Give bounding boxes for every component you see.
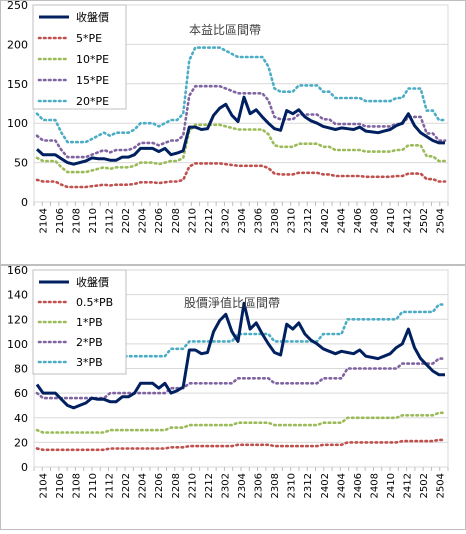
pb-x-tick-label: 2302 bbox=[220, 473, 231, 498]
pe-legend-label-4: 20*PE bbox=[76, 95, 109, 108]
pe-series-line-2 bbox=[35, 123, 447, 174]
pe-legend-label-0: 收盤價 bbox=[76, 10, 109, 24]
pb-series-line-1 bbox=[35, 438, 447, 452]
pe-x-tick-label: 2504 bbox=[436, 208, 447, 233]
pb-x-tick-label: 2404 bbox=[336, 473, 347, 498]
pb-legend-label-0: 收盤價 bbox=[76, 275, 109, 289]
pe-y-tick-label: 200 bbox=[7, 38, 28, 51]
pb-band-chart-svg: 0 20 40 60 80 100 120 140 160 2104 2106 2108 2110 211… bbox=[0, 264, 466, 530]
pb-y-tick-label: 40 bbox=[14, 412, 28, 425]
pb-x-tick-label: 2104 bbox=[38, 473, 49, 498]
pb-series-line-0 bbox=[35, 301, 445, 410]
pe-series-line-4 bbox=[35, 46, 447, 144]
pe-x-tick-label: 2408 bbox=[369, 208, 380, 233]
pe-x-tick-label: 2108 bbox=[71, 208, 82, 233]
pe-x-tick-label: 2210 bbox=[187, 208, 198, 233]
pe-y-tick-label: 0 bbox=[21, 196, 28, 209]
pb-x-tick-label: 2310 bbox=[287, 473, 298, 498]
pe-x-tick-label: 2112 bbox=[105, 208, 116, 233]
pe-x-tick-label: 2404 bbox=[336, 208, 347, 233]
pe-x-tick-label: 2406 bbox=[353, 208, 364, 233]
pb-legend-label-4: 3*PB bbox=[76, 356, 103, 369]
pb-x-tick-label: 2206 bbox=[154, 473, 165, 498]
pb-x-tick-label: 2408 bbox=[369, 473, 380, 498]
pb-y-tick-label: 60 bbox=[14, 387, 28, 400]
pb-chart-title: 股價淨值比區間帶 bbox=[184, 295, 280, 310]
pe-legend-label-2: 10*PE bbox=[76, 53, 109, 66]
pb-legend-label-3: 2*PB bbox=[76, 336, 103, 349]
pb-x-tick-label: 2208 bbox=[171, 473, 182, 498]
pb-x-tick-label: 2108 bbox=[71, 473, 82, 498]
pb-x-tick-label: 2412 bbox=[403, 473, 414, 498]
pe-legend-label-1: 5*PE bbox=[76, 32, 102, 45]
pe-x-tick-label: 2304 bbox=[237, 208, 248, 233]
pe-x-tick-label: 2410 bbox=[386, 208, 397, 233]
pb-y-tick-label: 80 bbox=[14, 363, 28, 376]
pe-y-tick-label: 100 bbox=[7, 117, 28, 130]
pb-x-tick-label: 2306 bbox=[254, 473, 265, 498]
pb-y-tick-label: 160 bbox=[7, 265, 28, 277]
pe-y-tick-label: 50 bbox=[14, 157, 28, 170]
pe-x-tick-label: 2104 bbox=[38, 208, 49, 233]
pb-x-tick-label: 2308 bbox=[270, 473, 281, 498]
pb-series-line-2 bbox=[35, 411, 447, 434]
pb-y-tick-label: 140 bbox=[7, 289, 28, 302]
pb-y-tick-label: 20 bbox=[14, 436, 28, 449]
pe-x-tick-label: 2310 bbox=[287, 208, 298, 233]
pb-y-tick-label: 120 bbox=[7, 313, 28, 326]
pe-x-tick-label: 2202 bbox=[121, 208, 132, 233]
pe-x-tick-label: 2312 bbox=[303, 208, 314, 233]
pe-x-tick-label: 2302 bbox=[220, 208, 231, 233]
pe-x-tick-label: 2308 bbox=[270, 208, 281, 233]
pb-x-tick-label: 2212 bbox=[204, 473, 215, 498]
pb-x-tick-label: 2410 bbox=[386, 473, 397, 498]
pb-y-tick-label: 0 bbox=[21, 461, 28, 474]
pb-x-tick-label: 2202 bbox=[121, 473, 132, 498]
pe-legend-label-3: 15*PE bbox=[76, 74, 109, 87]
pb-x-tick-label: 2106 bbox=[55, 473, 66, 498]
pb-x-tick-label: 2110 bbox=[88, 473, 99, 498]
pb-legend-label-1: 0.5*PB bbox=[76, 296, 113, 309]
pe-y-tick-label: 150 bbox=[7, 78, 28, 91]
pe-band-chart-svg: 0 50 100 150 200 250 2104 2106 2108 2110 2112 2202 2… bbox=[0, 0, 466, 265]
pe-series-line-3 bbox=[35, 84, 447, 159]
pb-x-tick-label: 2304 bbox=[237, 473, 248, 498]
pe-x-tick-label: 2212 bbox=[204, 208, 215, 233]
pb-x-tick-label: 2502 bbox=[419, 473, 430, 498]
pb-x-tick-label: 2504 bbox=[436, 473, 447, 498]
pe-x-tick-label: 2204 bbox=[138, 208, 149, 233]
pe-x-tick-label: 2402 bbox=[320, 208, 331, 233]
pe-x-tick-label: 2110 bbox=[88, 208, 99, 233]
pb-series-line-3 bbox=[35, 357, 447, 400]
pe-legend-box bbox=[32, 4, 127, 110]
pb-y-tick-label: 100 bbox=[7, 338, 28, 351]
pb-x-tick-label: 2312 bbox=[303, 473, 314, 498]
pe-x-tick-label: 2502 bbox=[419, 208, 430, 233]
pb-x-tick-label: 2112 bbox=[105, 473, 116, 498]
pe-band-chart: 0 50 100 150 200 250 2104 2106 2108 2110 2112 2202 2… bbox=[0, 0, 466, 265]
pe-x-tick-label: 2412 bbox=[403, 208, 414, 233]
pe-y-tick-label: 250 bbox=[7, 0, 28, 12]
pe-series-line-0 bbox=[35, 95, 445, 166]
pe-x-tick-label: 2106 bbox=[55, 208, 66, 233]
pe-chart-title: 本益比區間帶 bbox=[189, 23, 261, 37]
pb-x-tick-label: 2406 bbox=[353, 473, 364, 498]
pb-band-chart: 0 20 40 60 80 100 120 140 160 2104 2106 2108 2110 211… bbox=[0, 264, 466, 530]
pe-x-tick-label: 2206 bbox=[154, 208, 165, 233]
pe-series-line-1 bbox=[35, 162, 447, 189]
pe-x-tick-label: 2208 bbox=[171, 208, 182, 233]
pb-x-tick-label: 2402 bbox=[320, 473, 331, 498]
pb-x-tick-label: 2210 bbox=[187, 473, 198, 498]
pb-x-tick-label: 2204 bbox=[138, 473, 149, 498]
pb-legend-label-2: 1*PB bbox=[76, 316, 103, 329]
pe-x-tick-label: 2306 bbox=[254, 208, 265, 233]
